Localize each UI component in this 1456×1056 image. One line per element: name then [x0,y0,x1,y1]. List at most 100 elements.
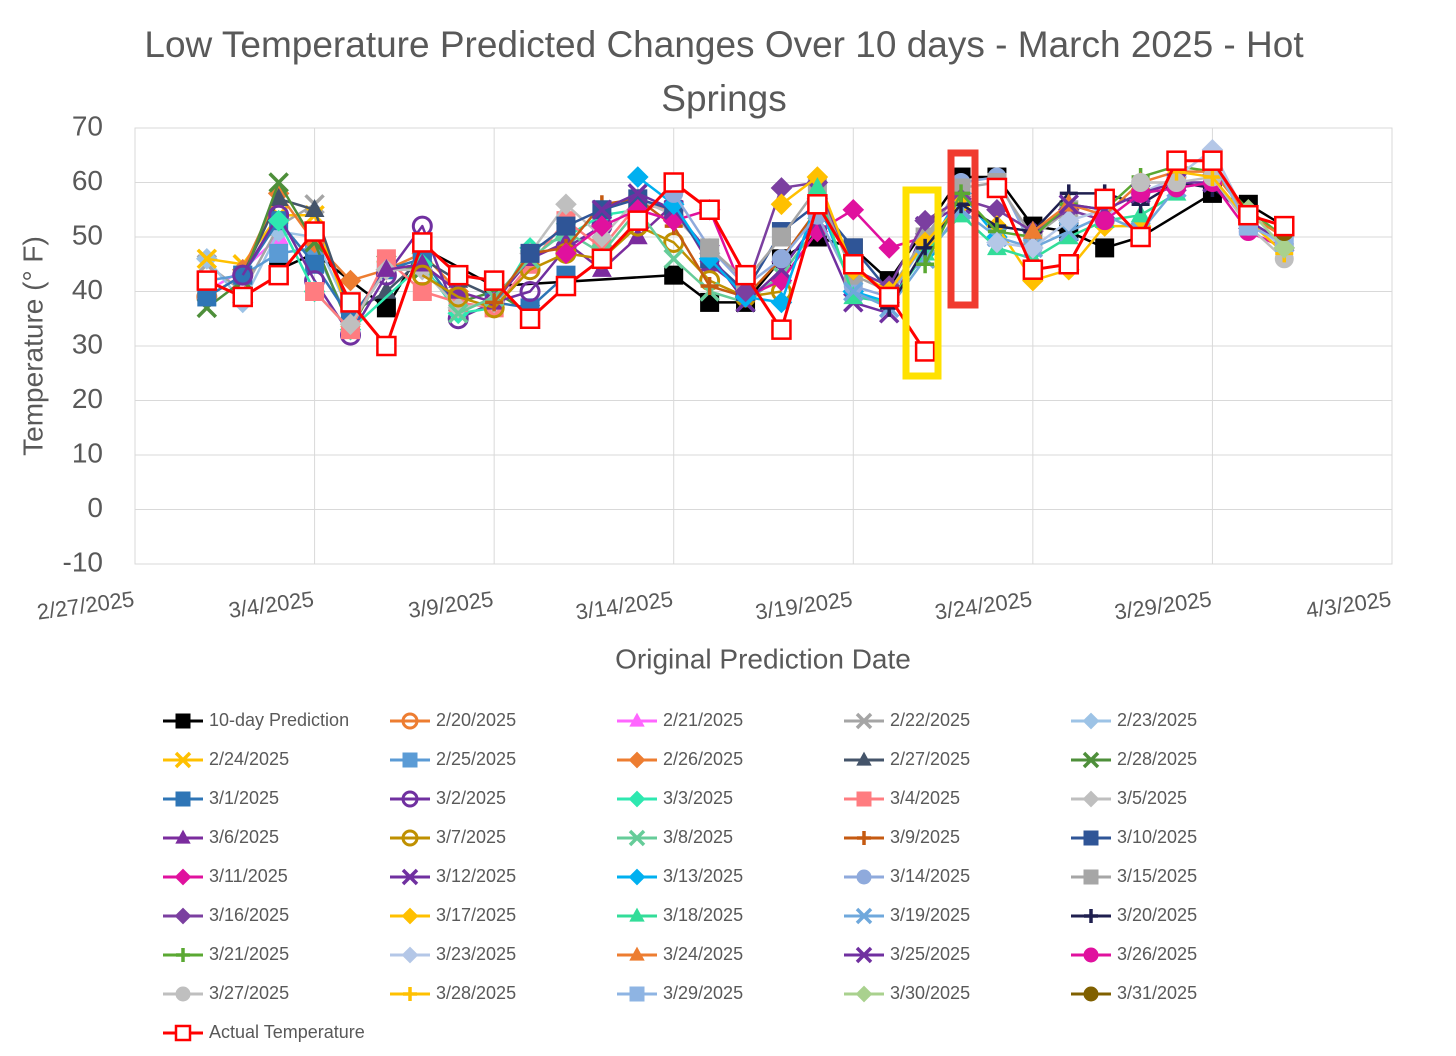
marker [268,188,289,207]
marker [735,264,756,286]
y-tick-label: 0 [87,492,103,523]
y-tick-label: 10 [72,437,103,468]
marker [856,791,872,807]
marker [663,248,684,270]
legend-label: 3/7/2025 [436,827,506,847]
marker [519,281,541,302]
marker [1082,751,1100,769]
marker [232,286,253,308]
marker [591,199,613,220]
marker [556,216,576,236]
marker [878,286,900,308]
legend-label: 3/31/2025 [1117,983,1197,1003]
marker [986,198,1008,221]
marker [856,751,872,766]
legend-label: 3/8/2025 [663,827,733,847]
legend-label: 3/2/2025 [436,788,506,808]
y-tick-label: 30 [72,328,103,359]
marker [304,198,325,217]
marker [1095,238,1115,258]
marker [843,281,864,302]
marker [520,243,540,263]
marker [986,231,1008,254]
x-tick-label: 4/3/2025 [1304,586,1392,623]
marker [176,948,190,962]
y-tick-label: 70 [72,110,103,141]
marker [916,238,935,257]
legend-label: 3/24/2025 [663,944,743,964]
x-tick-label: 3/14/2025 [574,586,674,624]
marker [627,210,649,231]
marker [771,249,791,269]
legend-label: 3/25/2025 [890,944,970,964]
x-tick-label: 3/19/2025 [754,586,854,624]
marker [628,829,646,847]
y-tick-label: 20 [72,383,103,414]
marker [771,227,791,247]
marker [175,986,191,1002]
legend-label: 3/3/2025 [663,788,733,808]
marker [402,752,418,768]
marker [591,215,613,237]
marker [771,319,792,340]
marker [770,177,793,199]
x-tick-label: 3/29/2025 [1113,586,1213,624]
legend-label: 3/21/2025 [209,944,289,964]
marker [855,907,873,925]
legend-label: 3/18/2025 [663,905,743,925]
marker [855,712,873,730]
marker [591,248,613,270]
marker [403,987,417,1001]
legend-label: 3/12/2025 [436,866,516,886]
legend-label: 2/23/2025 [1117,710,1197,730]
marker [1130,204,1151,223]
marker [401,946,419,964]
marker [305,282,325,301]
x-tick-label: 2/27/2025 [35,586,135,624]
marker [629,712,645,727]
marker [700,277,719,296]
marker [628,868,646,886]
marker [1273,237,1296,259]
marker [175,791,191,807]
marker [376,298,396,318]
legend-label: 3/28/2025 [436,983,516,1003]
marker [628,790,646,808]
legend-label: 3/11/2025 [209,866,288,886]
marker [268,264,289,286]
marker [376,280,397,299]
marker [878,237,900,259]
x-tick-label: 3/9/2025 [407,586,495,623]
marker [412,232,433,253]
marker [700,238,720,258]
marker [555,242,577,265]
legend-label: 3/14/2025 [890,866,970,886]
marker [268,172,289,193]
legend-label: 3/5/2025 [1117,788,1187,808]
marker [175,829,191,844]
plot-border [134,127,1393,565]
marker [734,280,757,303]
legend-label: 3/23/2025 [436,944,516,964]
marker [770,193,793,216]
chart-title: Low Temperature Predicted Changes Over 1… [144,24,1304,119]
marker [1130,226,1151,248]
marker [1131,173,1151,192]
marker [1095,211,1115,231]
legend-label: 3/20/2025 [1117,905,1197,925]
legend-label: 2/28/2025 [1117,749,1197,769]
y-tick-label: 60 [72,165,103,196]
marker [1084,909,1098,923]
marker [952,184,971,203]
legend-label: 10-day Prediction [209,710,349,730]
marker [1274,215,1295,237]
legend-label: 3/4/2025 [890,788,960,808]
marker [1058,194,1080,215]
marker [1166,150,1187,171]
marker [267,220,290,243]
marker [304,221,325,242]
marker [627,166,649,188]
marker [174,907,192,925]
marker [1057,209,1080,232]
